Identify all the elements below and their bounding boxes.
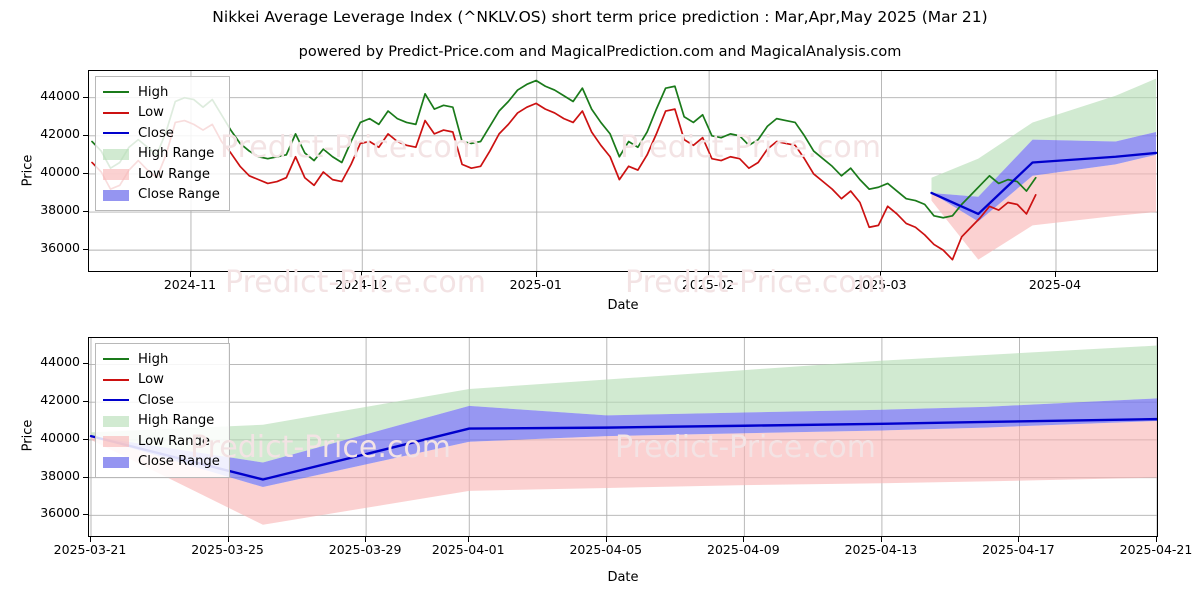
- legend-line-swatch: [103, 127, 129, 139]
- x-tick-mark: [227, 537, 229, 542]
- legend-item: Close Range: [103, 185, 220, 206]
- y-tick-label: 42000: [40, 125, 80, 141]
- x-tick-mark: [535, 272, 537, 277]
- y-tick-label: 44000: [40, 87, 80, 103]
- x-tick-label: 2025-04-05: [569, 542, 643, 557]
- bottom-x-axis-label: Date: [607, 570, 639, 585]
- legend-line-swatch: [103, 107, 129, 119]
- legend-line-swatch: [103, 394, 129, 406]
- legend-item-label: High: [138, 351, 169, 367]
- legend-item: Low: [103, 103, 220, 124]
- x-tick-label: 2025-03-29: [328, 542, 402, 557]
- x-tick-mark: [743, 537, 745, 542]
- x-tick-label: 2025-04-17: [982, 542, 1055, 557]
- legend-patch-swatch: [103, 189, 129, 201]
- x-tick-label: 2025-04-01: [431, 542, 505, 557]
- x-tick-label: 2025-01: [509, 277, 562, 292]
- legend-item-label: High Range: [138, 413, 215, 429]
- x-tick-label: 2024-12: [335, 277, 388, 292]
- y-tick-mark: [83, 96, 88, 98]
- x-tick-mark: [1054, 272, 1056, 277]
- legend-item: Close Range: [103, 452, 220, 473]
- x-tick-label: 2025-03: [854, 277, 907, 292]
- y-tick-mark: [83, 476, 88, 478]
- y-tick-mark: [83, 249, 88, 251]
- y-tick-label: 42000: [40, 392, 80, 408]
- legend-item-label: Low: [138, 105, 164, 121]
- top-legend: High Low Close High Range Low Range Close Ran…: [95, 76, 230, 211]
- x-tick-mark: [361, 272, 363, 277]
- top-x-axis-label: Date: [607, 298, 639, 313]
- x-tick-label: 2025-03-21: [53, 542, 127, 557]
- legend-item-label: Low Range: [138, 433, 210, 449]
- legend-item: High: [103, 349, 220, 370]
- legend-patch-swatch: [103, 435, 129, 448]
- legend-item: Low: [103, 370, 220, 391]
- legend-item-label: Close Range: [138, 454, 220, 470]
- x-tick-label: 2025-02: [681, 277, 735, 292]
- page-title: Nikkei Average Leverage Index (^NKLV.OS)…: [212, 8, 988, 26]
- x-tick-mark: [468, 537, 470, 542]
- legend-item: High Range: [103, 411, 220, 432]
- x-tick-mark: [365, 537, 367, 542]
- legend-item: High: [103, 82, 220, 103]
- x-tick-mark: [880, 537, 882, 542]
- page-subtitle: powered by Predict-Price.com and Magical…: [298, 44, 902, 60]
- y-tick-label: 36000: [40, 505, 80, 521]
- y-tick-label: 40000: [40, 163, 80, 179]
- x-tick-mark: [189, 272, 191, 277]
- legend-line-swatch: [103, 86, 129, 98]
- legend-item-label: Close: [138, 392, 174, 408]
- x-tick-label: 2024-11: [163, 277, 217, 292]
- legend-patch-swatch: [103, 415, 129, 427]
- bottom-legend: High Low Close High Range Low Range Close Ran…: [95, 343, 230, 478]
- legend-item: Low Range: [103, 164, 220, 185]
- legend-item: Close: [103, 390, 220, 411]
- y-tick-mark: [83, 514, 88, 516]
- y-tick-label: 40000: [40, 429, 80, 445]
- y-tick-label: 38000: [40, 202, 80, 218]
- x-tick-mark: [880, 272, 882, 277]
- y-tick-mark: [83, 438, 88, 440]
- x-tick-mark: [708, 272, 710, 277]
- y-tick-mark: [83, 134, 88, 136]
- x-tick-mark: [1156, 537, 1157, 542]
- legend-item: Close: [103, 123, 220, 144]
- legend-item-label: Low Range: [138, 166, 210, 182]
- x-tick-label: 2025-03-25: [191, 542, 264, 557]
- y-tick-mark: [83, 401, 88, 403]
- legend-item-label: High Range: [138, 146, 215, 162]
- x-tick-mark: [1018, 537, 1020, 542]
- y-tick-mark: [83, 211, 88, 213]
- y-tick-label: 44000: [40, 354, 80, 370]
- legend-patch-swatch: [103, 168, 129, 181]
- legend-item: Low Range: [103, 431, 220, 452]
- x-tick-label: 2025-04-13: [844, 542, 918, 557]
- top-plot-area: [88, 70, 1158, 272]
- legend-item-label: Close Range: [138, 187, 220, 203]
- legend-item-label: High: [138, 84, 169, 100]
- legend-item: High Range: [103, 144, 220, 165]
- legend-line-swatch: [103, 353, 129, 365]
- legend-item-label: Low: [138, 372, 164, 388]
- legend-line-swatch: [103, 374, 129, 386]
- y-tick-mark: [83, 172, 88, 174]
- x-tick-label: 2025-04-09: [707, 542, 780, 557]
- legend-patch-swatch: [103, 148, 129, 160]
- legend-item-label: Close: [138, 125, 174, 141]
- x-tick-mark: [605, 537, 607, 542]
- y-tick-label: 36000: [40, 240, 80, 256]
- y-tick-mark: [83, 363, 88, 365]
- x-tick-label: 2025-04-21: [1119, 542, 1193, 557]
- bottom-plot-area: [88, 337, 1158, 537]
- legend-patch-swatch: [103, 456, 129, 468]
- x-tick-label: 2025-04: [1028, 277, 1082, 292]
- y-tick-label: 38000: [40, 467, 80, 483]
- x-tick-mark: [90, 537, 91, 542]
